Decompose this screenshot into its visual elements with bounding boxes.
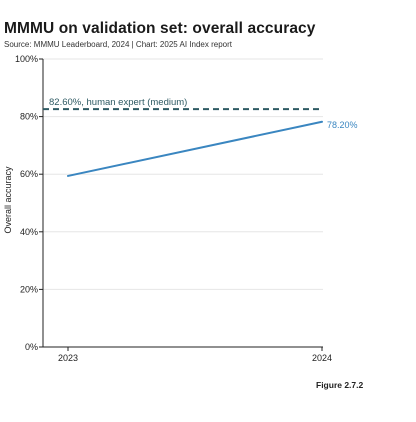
x-tick-label-2024: 2024 — [312, 353, 332, 363]
y-tick-label-20: 20% — [20, 284, 38, 294]
y-axis-label: Overall accuracy — [3, 166, 13, 234]
y-axis-ticks: 0% 20% 40% 60% 80% 100% — [15, 54, 43, 352]
reference-lines: 82.60%, human expert (medium) — [43, 97, 323, 111]
y-tick-label-60: 60% — [20, 169, 38, 179]
x-axis-ticks: 2023 2024 — [58, 347, 332, 363]
gridlines — [43, 58, 323, 290]
series-end-label: 78.20% — [327, 120, 358, 130]
human-expert-reference-label: 82.60%, human expert (medium) — [49, 97, 187, 108]
y-tick-label-0: 0% — [25, 342, 38, 352]
accuracy-series-line — [67, 120, 323, 177]
y-tick-label-40: 40% — [20, 227, 38, 237]
chart-title: MMMU on validation set: overall accuracy — [4, 20, 316, 37]
y-tick-label-100: 100% — [15, 54, 38, 64]
x-tick-label-2023: 2023 — [58, 353, 78, 363]
series-group: 78.20% — [67, 120, 358, 177]
y-tick-label-80: 80% — [20, 112, 38, 122]
figure-caption: Figure 2.7.2 — [316, 380, 364, 390]
chart-subtitle: Source: MMMU Leaderboard, 2024 | Chart: … — [4, 40, 232, 49]
